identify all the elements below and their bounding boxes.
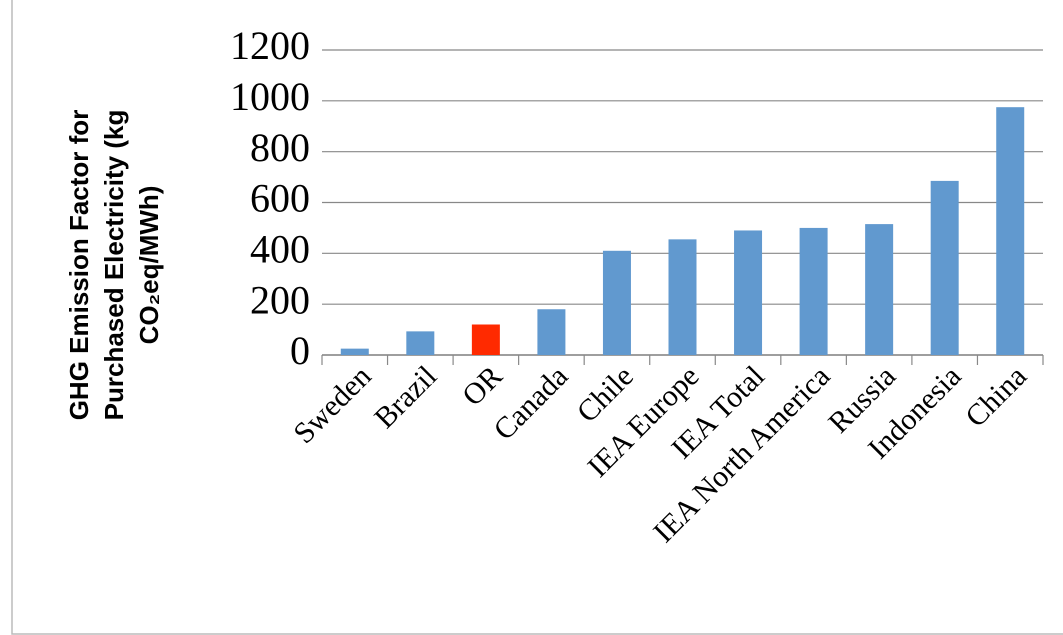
x-tick-label: Sweden (287, 360, 377, 450)
bar (996, 107, 1025, 355)
y-tick-label: 600 (250, 176, 310, 221)
y-axis-label-line: CO₂eq/MWh) (134, 186, 164, 345)
y-tick-label: 200 (250, 277, 310, 322)
chart-frame (11, 0, 1063, 635)
bar (406, 331, 435, 355)
y-axis-label: GHG Emission Factor for Purchased Electr… (64, 110, 164, 421)
y-axis-label-line: Purchased Electricity (kg (99, 110, 129, 421)
y-tick-label: 1000 (230, 74, 310, 119)
y-axis-label-line: GHG Emission Factor for (64, 110, 94, 421)
bar (865, 224, 894, 355)
x-tick-label: China (959, 360, 1033, 434)
y-tick-label: 800 (250, 125, 310, 170)
x-tick-label: OR (456, 360, 509, 413)
bar (471, 324, 500, 355)
y-tick-label: 1200 (230, 23, 310, 68)
y-tick-label: 400 (250, 227, 310, 272)
x-tick-label: Brazil (368, 360, 443, 435)
bar (340, 348, 369, 355)
bar (734, 230, 763, 355)
y-tick-label: 0 (290, 328, 310, 373)
bar (668, 239, 697, 355)
x-tick-label: Canada (487, 360, 574, 447)
bar (799, 227, 828, 355)
bar (930, 180, 959, 355)
bar (537, 309, 566, 355)
bar (602, 250, 631, 355)
